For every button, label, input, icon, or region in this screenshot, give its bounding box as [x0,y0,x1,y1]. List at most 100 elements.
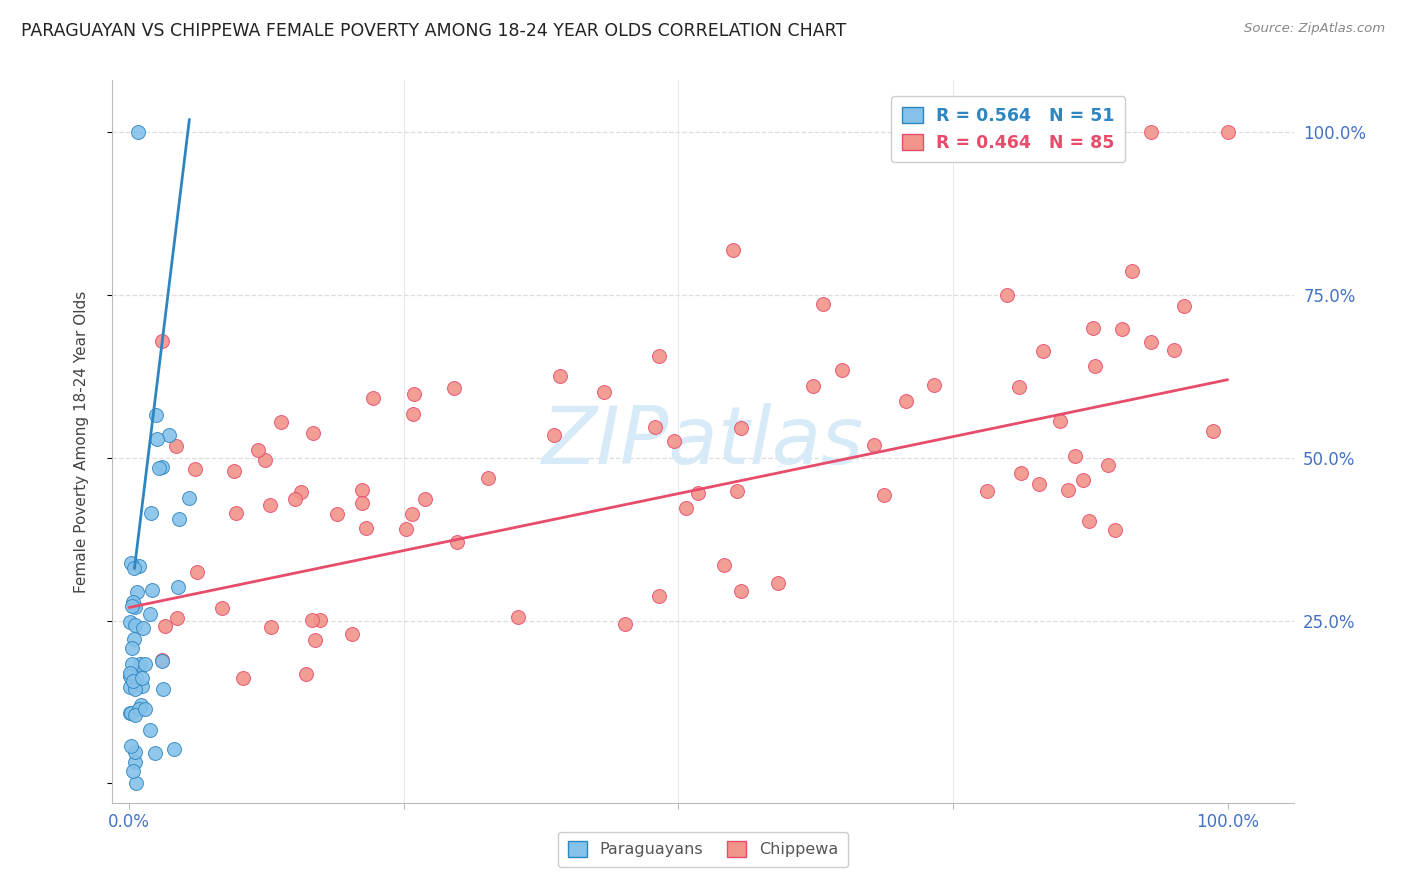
Point [614,616,637,631]
Point [145,409,167,423]
Point [1008,379,1031,393]
Point [131,679,153,693]
Point [730,584,752,599]
Point [543,427,565,442]
Point [309,614,332,628]
Point [148,461,170,475]
Point [153,619,176,633]
Point [721,243,744,257]
Point [120,668,142,682]
Legend: Paraguayans, Chippewa: Paraguayans, Chippewa [558,832,848,867]
Point [125,776,148,790]
Point [290,485,312,500]
Point [326,507,349,521]
Point [150,334,173,348]
Point [253,452,276,467]
Point [401,507,423,521]
Point [125,671,148,685]
Point [350,483,373,498]
Point [1139,125,1161,139]
Point [1056,483,1078,498]
Point [120,557,142,571]
Point [402,387,425,401]
Point [873,488,896,502]
Point [1097,458,1119,473]
Point [662,434,685,448]
Point [128,702,150,716]
Point [124,617,146,632]
Point [122,595,145,609]
Point [165,439,187,453]
Point [179,491,201,505]
Point [894,394,917,409]
Point [1163,343,1185,358]
Point [402,407,425,421]
Point [644,419,666,434]
Point [163,741,186,756]
Point [134,702,156,716]
Point [166,611,188,625]
Point [122,764,145,779]
Point [1202,424,1225,438]
Point [1216,125,1239,139]
Point [1081,321,1104,335]
Point [167,512,190,526]
Point [395,522,418,536]
Point [124,681,146,696]
Point [284,491,307,506]
Point [134,657,156,672]
Point [122,674,145,689]
Point [766,576,789,591]
Point [122,561,145,575]
Point [132,621,155,635]
Point [593,385,616,400]
Point [143,747,166,761]
Point [231,672,253,686]
Point [167,580,190,594]
Text: ZIPatlas: ZIPatlas [541,402,865,481]
Point [124,745,146,759]
Point [139,723,162,737]
Point [548,368,571,383]
Text: Source: ZipAtlas.com: Source: ZipAtlas.com [1244,22,1385,36]
Point [1032,343,1054,358]
Point [1049,414,1071,428]
Point [247,442,270,457]
Point [259,498,281,512]
Point [648,349,671,363]
Point [211,600,233,615]
Point [413,492,436,507]
Point [1104,523,1126,537]
Point [1111,322,1133,336]
Point [125,584,148,599]
Point [1121,264,1143,278]
Point [1071,473,1094,487]
Point [225,506,247,520]
Point [122,632,145,646]
Point [304,632,326,647]
Point [141,582,163,597]
Point [477,471,499,485]
Point [184,462,207,476]
Point [120,615,142,629]
Point [340,627,363,641]
Point [146,432,169,446]
Point [124,756,146,770]
Point [713,558,735,572]
Point [157,427,180,442]
Point [443,381,465,395]
Point [120,665,142,680]
Point [186,565,208,579]
Point [508,610,530,624]
Point [124,707,146,722]
Point [129,657,152,672]
Point [863,438,886,452]
Point [121,641,143,656]
Point [1063,450,1085,464]
Point [260,620,283,634]
Point [222,464,245,478]
Point [831,363,853,377]
Point [648,589,671,603]
Point [688,486,710,500]
Point [120,680,142,694]
